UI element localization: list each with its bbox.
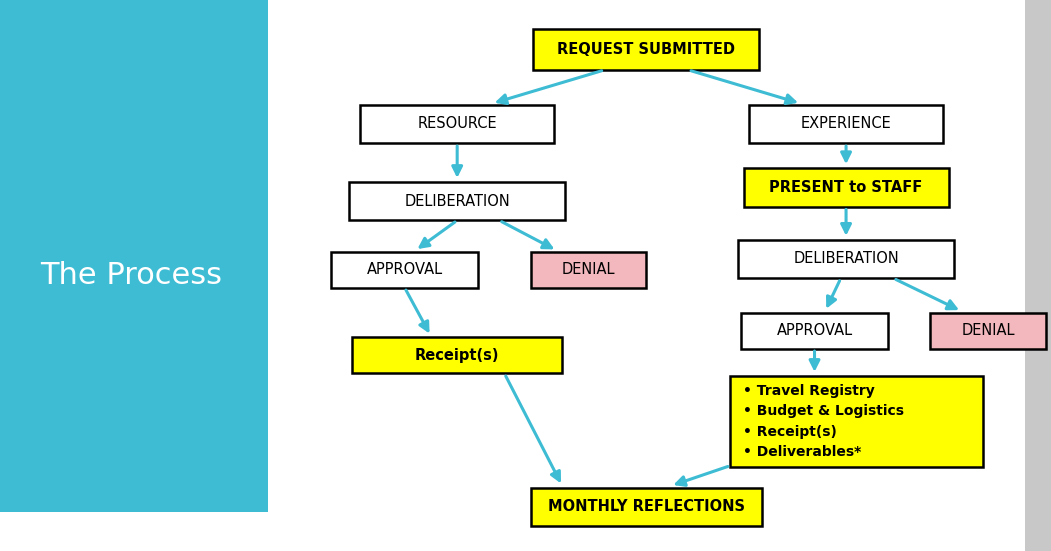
FancyBboxPatch shape bbox=[748, 105, 944, 143]
Text: DENIAL: DENIAL bbox=[962, 323, 1014, 338]
Text: Receipt(s): Receipt(s) bbox=[415, 348, 499, 363]
Text: REQUEST SUBMITTED: REQUEST SUBMITTED bbox=[557, 42, 736, 57]
FancyBboxPatch shape bbox=[533, 29, 759, 71]
Text: EXPERIENCE: EXPERIENCE bbox=[801, 116, 891, 132]
Text: RESOURCE: RESOURCE bbox=[417, 116, 497, 132]
Text: • Travel Registry
• Budget & Logistics
• Receipt(s)
• Deliverables*: • Travel Registry • Budget & Logistics •… bbox=[743, 385, 904, 458]
FancyBboxPatch shape bbox=[744, 168, 949, 207]
FancyBboxPatch shape bbox=[331, 252, 478, 288]
FancyBboxPatch shape bbox=[350, 182, 565, 220]
Text: APPROVAL: APPROVAL bbox=[777, 323, 852, 338]
Text: APPROVAL: APPROVAL bbox=[367, 262, 442, 278]
Text: PRESENT to STAFF: PRESENT to STAFF bbox=[769, 180, 923, 195]
FancyBboxPatch shape bbox=[359, 105, 555, 143]
Text: The Process: The Process bbox=[40, 261, 223, 290]
FancyBboxPatch shape bbox=[1025, 0, 1051, 551]
Text: DELIBERATION: DELIBERATION bbox=[405, 193, 510, 209]
Text: DELIBERATION: DELIBERATION bbox=[794, 251, 899, 267]
FancyBboxPatch shape bbox=[738, 240, 954, 278]
FancyBboxPatch shape bbox=[531, 252, 646, 288]
Text: MONTHLY REFLECTIONS: MONTHLY REFLECTIONS bbox=[548, 499, 745, 515]
Text: DENIAL: DENIAL bbox=[562, 262, 615, 278]
FancyBboxPatch shape bbox=[352, 337, 562, 374]
FancyBboxPatch shape bbox=[730, 376, 983, 467]
FancyBboxPatch shape bbox=[930, 312, 1046, 348]
FancyBboxPatch shape bbox=[0, 0, 268, 512]
FancyBboxPatch shape bbox=[741, 312, 888, 348]
FancyBboxPatch shape bbox=[531, 488, 762, 526]
